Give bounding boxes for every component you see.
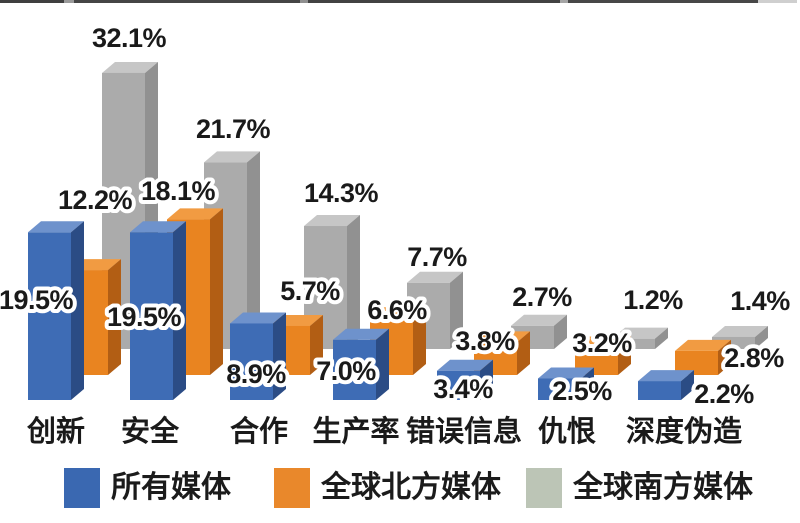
bar-side-global-south-media-6 [755,325,768,349]
value-label-all-media-0: 19.5% [0,285,74,315]
value-label-global-north-media-4: 3.8% [455,326,515,356]
bar-top-global-north-media-6 [675,339,731,351]
category-label-0: 创新 [26,415,85,448]
value-label-global-north-media-3: 6.6% [367,295,427,325]
bar-top-global-south-media-0 [102,61,158,73]
bar-side-global-north-media-5 [618,336,631,375]
bar-side-global-south-media-2 [347,215,360,349]
bar-top-global-south-media-6 [712,325,768,337]
category-label-5: 仇恨 [538,415,596,448]
legend-label-global-south-media: 全球南方媒体 [573,471,753,504]
value-label-global-south-media-4: 2.7% [512,282,572,312]
value-label-global-north-media-6: 2.8% [724,343,784,373]
value-label-all-media-4: 3.4% [433,374,493,404]
bar-side-global-north-media-0 [108,259,121,375]
value-label-global-north-media-0: 12.2% [58,185,133,215]
legend-item-all-media: 所有媒体 [64,468,231,508]
value-label-global-south-media-1: 21.7% [196,114,271,144]
bar-side-all-media-3 [376,328,389,400]
bar-side-global-south-media-5 [655,327,668,349]
bar-top-all-media-5 [538,367,594,379]
value-label-global-north-media-1: 18.1% [141,176,216,206]
value-label-global-north-media-5: 3.2% [572,328,632,358]
bar-top-global-south-media-2 [304,215,360,227]
bar-side-global-south-media-1 [247,151,260,349]
bar-side-all-media-5 [581,367,594,400]
bar-top-all-media-2 [230,312,286,324]
legend-swatch-all-media [64,468,100,508]
value-label-global-south-media-5: 1.2% [623,285,683,315]
value-label-global-north-media-2: 5.7% [280,276,340,306]
bar-side-global-north-media-1 [210,208,223,375]
legend-item-global-south-media: 全球南方媒体 [526,468,753,508]
bar-all-media-2 [230,323,273,400]
bar-top-global-north-media-4 [474,331,530,343]
value-label-global-south-media-6: 1.4% [730,286,790,316]
legend: 所有媒体 全球北方媒体 全球南方媒体 [0,460,800,523]
bar-side-all-media-0 [71,221,84,400]
bar-side-global-north-media-3 [413,307,426,375]
bar-chart-canvas: 创新 安全 合作 生产率 错误信息 仇恨 深度伪造 19.5% 19.5% 8.9% 7.0% 3.4… [0,23,791,448]
legend-label-global-north-media: 全球北方媒体 [321,471,501,504]
legend-swatch-global-south-media [526,468,562,508]
bar-top-global-north-media-1 [167,208,223,220]
bar-side-all-media-2 [273,312,286,400]
bar-side-all-media-4 [480,359,493,400]
value-label-global-south-media-0: 32.1% [92,23,167,53]
category-label-3: 生产率 [312,414,399,448]
bar-all-media-5 [538,378,581,400]
bar-top-all-media-0 [28,221,84,233]
bar-side-all-media-6 [681,370,694,400]
bar-all-media-1 [130,232,173,400]
bar-top-global-north-media-5 [575,336,631,348]
bar-top-global-north-media-3 [370,307,426,319]
bar-top-global-south-media-5 [612,327,668,339]
bar-top-all-media-4 [437,359,493,371]
bar-all-media-4 [437,370,480,400]
category-label-4: 错误信息 [406,414,522,448]
value-label-all-media-3: 7.0% [316,356,376,386]
bar-top-global-south-media-3 [407,271,463,283]
bar-side-global-south-media-4 [554,314,567,349]
category-label-1: 安全 [121,414,180,448]
value-label-all-media-6: 2.2% [694,379,754,409]
value-label-all-media-2: 8.9% [226,359,286,389]
bar-all-media-3 [333,339,376,400]
bar-top-all-media-1 [130,221,186,233]
category-label-6: 深度伪造 [626,415,742,448]
bar-side-global-north-media-2 [310,314,323,375]
value-label-global-south-media-2: 14.3% [304,178,379,208]
bar-all-media-0 [28,232,71,400]
bar-top-global-south-media-1 [204,151,260,163]
bar-top-global-south-media-4 [511,314,567,326]
legend-swatch-global-north-media [274,468,310,508]
legend-item-global-north-media: 全球北方媒体 [274,468,501,508]
cropped-text-artifact [0,0,797,3]
bar-side-global-north-media-6 [718,339,731,375]
bar-side-all-media-1 [173,221,186,400]
value-label-global-south-media-3: 7.7% [407,242,467,272]
bar-all-media-6 [638,381,681,400]
bar-side-global-south-media-3 [450,271,463,349]
bar-global-south-media-5 [612,338,655,349]
value-label-all-media-5: 2.5% [552,376,612,406]
bar-top-all-media-6 [638,370,694,382]
bar-side-global-north-media-4 [517,331,530,375]
category-label-2: 合作 [230,415,288,448]
bar-top-all-media-3 [333,328,389,340]
value-label-all-media-1: 19.5% [107,302,182,332]
legend-label-all-media: 所有媒体 [111,471,231,504]
